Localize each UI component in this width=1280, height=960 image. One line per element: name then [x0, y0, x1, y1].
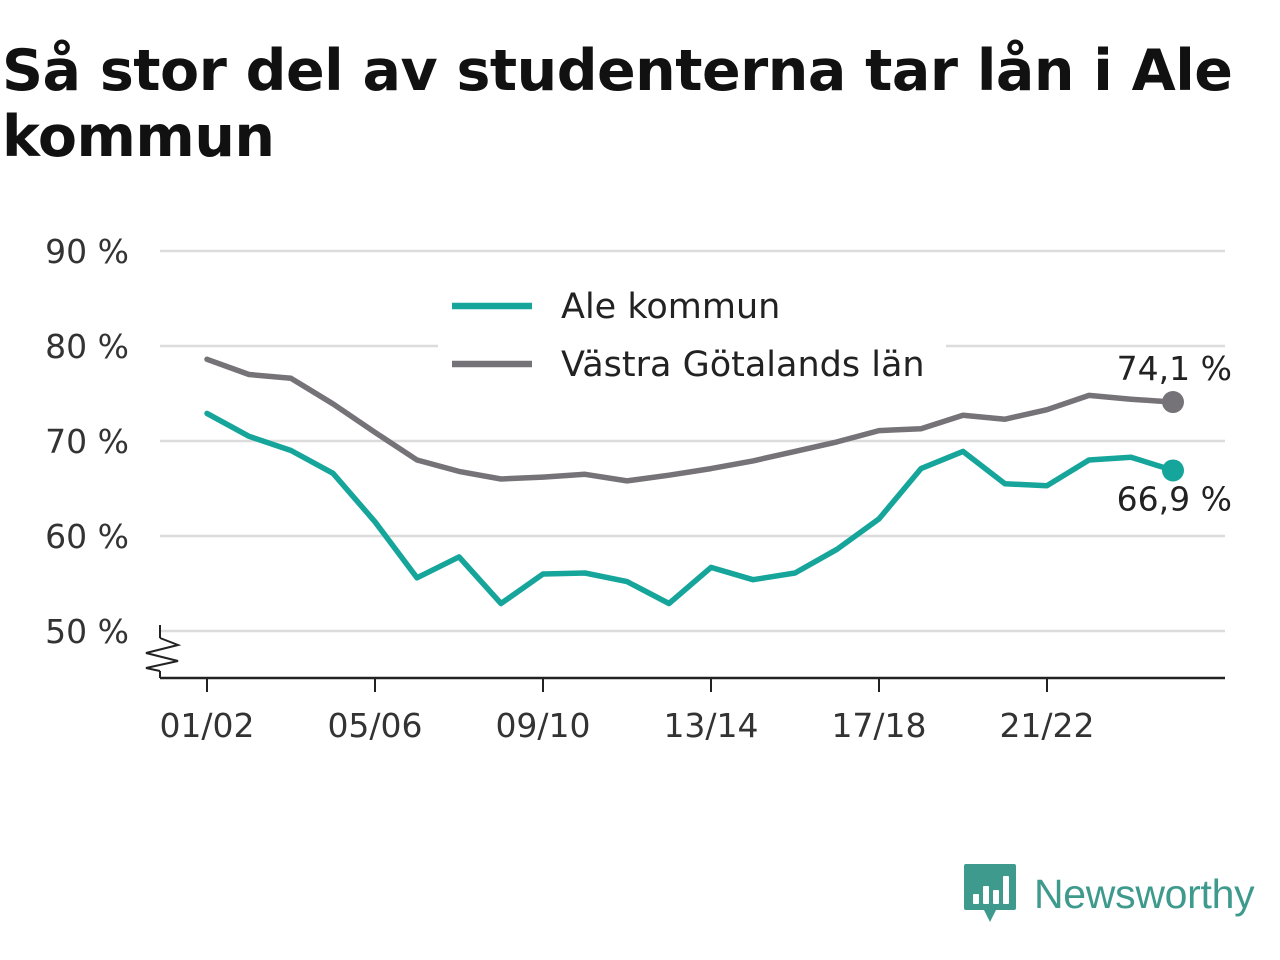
x-tick-label: 13/14	[663, 706, 758, 745]
newsworthy-logo: Newsworthy	[964, 864, 1255, 924]
x-tick-label: 05/06	[327, 706, 422, 745]
end-value-label-1: 66,9 %	[1117, 479, 1232, 518]
x-tick-label: 21/22	[999, 706, 1094, 745]
series-line-2	[204, 356, 1176, 484]
y-tick-label: 50 %	[45, 612, 129, 651]
series-lines: 66,9 % 74,1 %	[204, 349, 1232, 607]
end-point-marker-2	[1162, 391, 1184, 414]
line-chart: 50 % 60 % 70 % 80 % 90 % 01/02 05/06 09/10 13/14…	[45, 232, 1232, 745]
legend-label-2: Västra Götalands län	[561, 345, 925, 385]
x-tick-label: 01/02	[159, 706, 254, 745]
x-tick-label: 17/18	[831, 706, 926, 745]
brand-name: Newsworthy	[1034, 871, 1255, 917]
bar-chart-speech-bubble-icon	[964, 864, 1016, 922]
y-tick-label: 90 %	[45, 232, 129, 271]
y-tick-label: 60 %	[45, 517, 129, 556]
chart-title: Så stor del av studenterna tar lån i Ale…	[2, 38, 1233, 170]
y-tick-label: 80 %	[45, 327, 129, 366]
end-point-marker-1	[1162, 459, 1184, 482]
axes: 50 % 60 % 70 % 80 % 90 % 01/02 05/06 09/10 13/14…	[45, 232, 1225, 745]
legend: Ale kommun Västra Götalands län	[438, 280, 946, 390]
y-tick-label: 70 %	[45, 422, 129, 461]
end-value-label-2: 74,1 %	[1117, 349, 1232, 388]
y-axis-break-mark	[145, 637, 182, 672]
x-tick-label: 09/10	[495, 706, 590, 745]
series-line-1	[204, 410, 1176, 607]
gridlines	[160, 249, 1225, 633]
legend-label-1: Ale kommun	[561, 287, 780, 327]
